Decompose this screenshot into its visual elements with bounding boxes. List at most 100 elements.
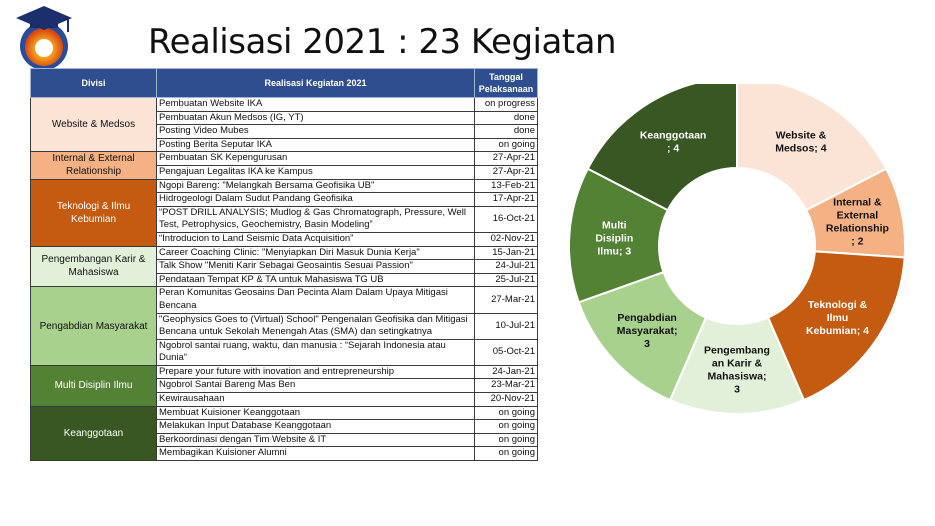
slice-data-label: Multi Disiplin Ilmu; 3 xyxy=(595,220,633,258)
date-cell: on going xyxy=(474,405,538,421)
date-cell: on going xyxy=(474,137,538,153)
donut-labels: Website & Medsos; 4 Internal & External Rela… xyxy=(595,129,889,395)
slice-label-line: Keanggotaan xyxy=(640,129,707,141)
divisi-cell: Teknologi & Ilmu Kebumian xyxy=(30,178,157,247)
activity-cell: Pengajuan Legalitas IKA ke Kampus xyxy=(156,164,475,180)
date-cell: 17-Apr-21 xyxy=(474,192,538,207)
activity-cell: Pembuatan SK Kepengurusan xyxy=(156,151,475,166)
table-row: Teknologi & Ilmu Kebumian Ngopi Bareng: "… xyxy=(30,178,538,247)
slice-label-line: Pengabdian xyxy=(617,312,677,324)
slice-label-line: Pengembang xyxy=(704,345,770,357)
slice-label-line: ; 2 xyxy=(851,236,863,248)
slice-label-line: Ilmu xyxy=(827,312,849,324)
activity-cell: Talk Show "Meniti Karir Sebagai Geosaint… xyxy=(156,259,475,274)
table-row: Pengabdian Masyarakat Peran Komunitas Geo… xyxy=(30,286,538,366)
slice-data-label: Teknologi & Ilmu Kebumian; 4 xyxy=(806,299,869,337)
slice-data-label: Keanggotaan; 4 xyxy=(640,129,707,154)
activity-cell: "Geophysics Goes to (Virtual) School" Pe… xyxy=(156,312,475,340)
donut-slice xyxy=(736,84,888,212)
table-row: Pengembangan Karir & Mahasiswa Career Coa… xyxy=(30,245,538,288)
slice-label-line: Multi xyxy=(602,220,627,232)
table-row: Internal & External Relationship Pembuata… xyxy=(30,151,538,180)
donut-slice xyxy=(586,84,738,212)
date-cell: 10-Jul-21 xyxy=(474,312,538,340)
slice-label-line: 3 xyxy=(734,384,740,396)
date-cell: on going xyxy=(474,432,538,448)
date-cell: on going xyxy=(474,446,538,462)
table-row: Kewirausahaan 20-Nov-21 xyxy=(31,392,538,407)
table-row: Ngobrol Santai Bareng Mas Ben 23-Mar-21 xyxy=(31,378,538,394)
slice-data-label: Website & Medsos; 4 xyxy=(775,129,827,154)
slice-label-line: Website & xyxy=(776,129,827,141)
slice-label-line: Medsos; 4 xyxy=(775,142,827,154)
date-cell: done xyxy=(474,110,538,126)
date-cell: on going xyxy=(474,419,538,434)
date-cell: 05-Oct-21 xyxy=(474,338,538,366)
table-row: Membagikan Kuisioner Alumni on going xyxy=(31,446,538,462)
slice-label-line: Disiplin xyxy=(595,233,633,245)
header-realisasi: Realisasi Kegiatan 2021 xyxy=(156,68,475,98)
divisi-cell: Multi Disiplin Ilmu xyxy=(30,364,157,407)
date-cell: 02-Nov-21 xyxy=(474,231,538,247)
activity-cell: Membuat Kuisioner Keanggotaan xyxy=(156,405,475,421)
date-cell: on progress xyxy=(474,97,538,112)
slice-label-line: 3 xyxy=(644,338,650,350)
table-row: Multi Disiplin Ilmu Prepare your future w… xyxy=(30,364,538,407)
table-row: “POST DRILL ANALYSIS; Mudlog & Gas Chrom… xyxy=(31,205,538,233)
activity-cell: Prepare your future with inovation and e… xyxy=(156,364,475,380)
date-cell: 13-Feb-21 xyxy=(474,178,538,194)
activity-cell: Pembuatan Akun Medsos (IG, YT) xyxy=(156,110,475,126)
table-row: Keanggotaan Membuat Kuisioner Keanggotaan… xyxy=(30,405,538,462)
slice-label-line: Internal & xyxy=(833,197,882,209)
divisi-cell: Keanggotaan xyxy=(30,405,157,462)
activity-cell: “POST DRILL ANALYSIS; Mudlog & Gas Chrom… xyxy=(156,205,475,233)
activity-cell: Pembuatan Website IKA xyxy=(156,97,475,112)
logo xyxy=(8,4,80,72)
activity-cell: Pendataan Tempat KP & TA untuk Mahasiswa… xyxy=(156,272,475,288)
table-row: Website & Medsos Pembuatan Website IKA on … xyxy=(30,96,538,153)
activity-cell: Career Coaching Clinic: "Menyiapkan Diri… xyxy=(156,245,475,261)
table-row: Ngobrol santai ruang, waktu, dan manusia… xyxy=(31,338,538,366)
page-title: Realisasi 2021 : 23 Kegiatan xyxy=(148,22,617,62)
divisi-cell: Website & Medsos xyxy=(30,96,157,153)
table-row: "Geophysics Goes to (Virtual) School" Pe… xyxy=(31,312,538,340)
activity-cell: Posting Video Mubes xyxy=(156,124,475,139)
divisi-cell: Internal & External Relationship xyxy=(30,151,157,180)
header-divisi: Divisi xyxy=(30,68,157,98)
activity-cell: “Introducion to Land Seismic Data Acquis… xyxy=(156,231,475,247)
table-row: “Introducion to Land Seismic Data Acquis… xyxy=(31,231,538,247)
date-cell: 23-Mar-21 xyxy=(474,378,538,394)
divisi-cell: Pengembangan Karir & Mahasiswa xyxy=(30,245,157,288)
activity-cell: Kewirausahaan xyxy=(156,392,475,407)
donut-slices xyxy=(568,84,906,414)
slice-label-line: Masyarakat; xyxy=(617,325,678,337)
activity-cell: Membagikan Kuisioner Alumni xyxy=(156,446,475,462)
activity-cell: Ngopi Bareng: "Melangkah Bersama Geofisi… xyxy=(156,178,475,194)
activity-table: Divisi Realisasi Kegiatan 2021 Tanggal P… xyxy=(30,68,538,462)
date-cell: 15-Jan-21 xyxy=(474,245,538,261)
slice-label-line: External xyxy=(837,210,879,222)
activity-cell: Melakukan Input Database Keanggotaan xyxy=(156,419,475,434)
activity-cell: Peran Komunitas Geosains Dan Pecinta Ala… xyxy=(156,286,475,314)
slice-label-line: Relationship xyxy=(826,223,889,235)
table-header-row: Divisi Realisasi Kegiatan 2021 Tanggal P… xyxy=(30,68,538,98)
table-body: Website & Medsos Pembuatan Website IKA on … xyxy=(30,96,538,462)
slice-label-line: Mahasiswa; xyxy=(708,371,767,383)
divisi-cell: Pengabdian Masyarakat xyxy=(30,286,157,366)
donut-slice xyxy=(766,250,906,402)
slice-label-line: Teknologi & xyxy=(808,299,868,311)
date-cell: 27-Apr-21 xyxy=(474,164,538,180)
graduation-cap-globe-logo xyxy=(16,6,72,70)
slice-data-label: Pengembang an Karir & Mahasiswa; 3 xyxy=(704,345,770,396)
slice-data-label: Internal & External Relationship; 2 xyxy=(826,197,889,248)
activity-cell: Ngobrol Santai Bareng Mas Ben xyxy=(156,378,475,394)
donut-chart: Website & Medsos; 4 Internal & External Rela… xyxy=(568,84,906,414)
slice-data-label: Pengabdian Masyarakat; 3 xyxy=(617,312,678,350)
date-cell: 16-Oct-21 xyxy=(474,205,538,233)
slice-label-line: Kebumian; 4 xyxy=(806,325,869,337)
slice-label-line: Ilmu; 3 xyxy=(597,246,631,258)
table-row: Berkoordinasi dengan Tim Website & IT on … xyxy=(31,432,538,448)
date-cell: 27-Apr-21 xyxy=(474,151,538,166)
header-tanggal: Tanggal Pelaksanaan xyxy=(474,68,538,98)
activity-cell: Ngobrol santai ruang, waktu, dan manusia… xyxy=(156,338,475,366)
